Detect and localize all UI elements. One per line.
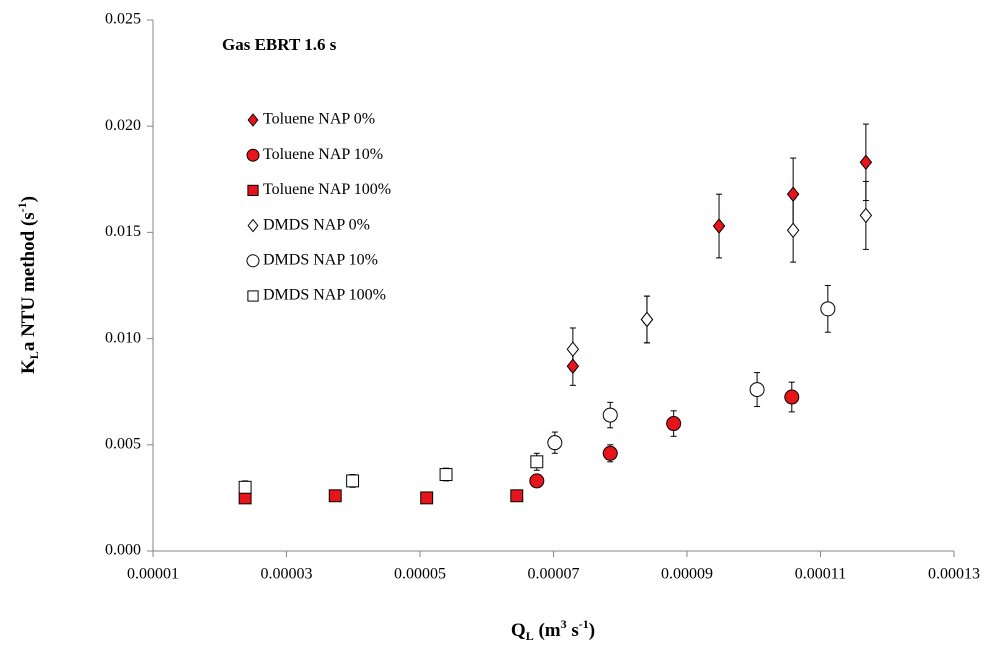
- point: [859, 154, 873, 171]
- point: [547, 435, 563, 451]
- x-tick-label: 0.00013: [928, 566, 980, 583]
- point: [786, 222, 800, 239]
- point: [820, 301, 836, 317]
- point: [784, 389, 800, 405]
- y-tick-label: 0.025: [105, 11, 141, 28]
- y-axis-label: KLa NTU method (s-1): [15, 196, 41, 374]
- legend-marker: [246, 148, 260, 162]
- legend-label: DMDS NAP 100%: [263, 287, 386, 304]
- point: [530, 455, 544, 469]
- x-tick-label: 0.00003: [261, 566, 313, 583]
- legend-marker: [247, 113, 259, 127]
- y-tick-label: 0.010: [105, 329, 141, 346]
- legend-marker: [247, 184, 259, 197]
- legend-label: Toluene NAP 10%: [263, 146, 383, 163]
- legend-label: DMDS NAP 0%: [263, 216, 370, 233]
- x-tick-label: 0.00007: [528, 566, 580, 583]
- point: [529, 473, 545, 489]
- legend-label: Toluene NAP 100%: [263, 181, 391, 198]
- x-axis-label: QL (m3 s-1): [511, 617, 595, 643]
- point: [328, 489, 342, 503]
- legend-marker: [247, 218, 259, 233]
- point: [749, 382, 765, 398]
- point: [238, 491, 252, 505]
- point: [566, 358, 580, 375]
- x-tick-label: 0.00011: [795, 566, 846, 583]
- point: [510, 489, 524, 503]
- annotation: Gas EBRT 1.6 s: [222, 35, 337, 54]
- point: [420, 491, 434, 505]
- point: [640, 311, 654, 328]
- point: [666, 416, 682, 432]
- legend-marker: [246, 254, 260, 268]
- y-tick-label: 0.000: [105, 542, 141, 559]
- x-tick-label: 0.00001: [127, 566, 179, 583]
- legend-marker: [247, 290, 259, 302]
- y-tick-label: 0.020: [105, 117, 141, 134]
- point: [602, 407, 618, 423]
- x-tick-label: 0.00009: [661, 566, 713, 583]
- point: [786, 186, 800, 202]
- legend-label: Toluene NAP 0%: [263, 111, 375, 128]
- point: [346, 474, 360, 488]
- y-tick-label: 0.005: [105, 435, 141, 452]
- point: [238, 480, 252, 494]
- x-tick-label: 0.00005: [394, 566, 446, 583]
- legend-label: DMDS NAP 10%: [263, 251, 378, 268]
- point: [712, 218, 726, 234]
- point: [439, 468, 453, 481]
- point: [859, 207, 873, 224]
- y-tick-label: 0.015: [105, 223, 141, 240]
- point: [602, 445, 618, 461]
- point: [566, 341, 580, 358]
